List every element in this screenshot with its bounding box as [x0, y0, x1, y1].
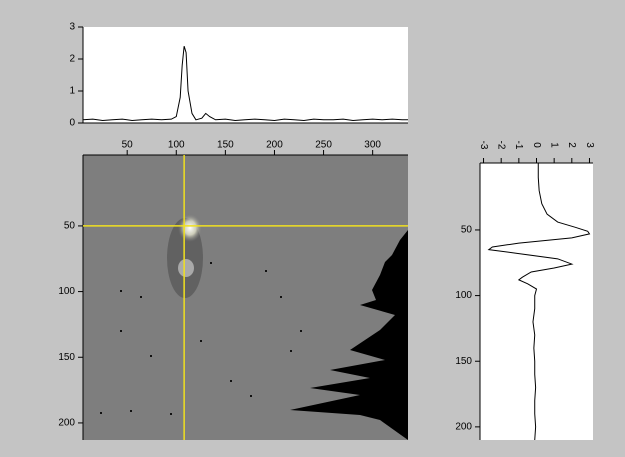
x-tick-label: 1 [549, 142, 560, 148]
y-tick-label: 1 [69, 86, 75, 97]
y-tick-label: 200 [58, 418, 75, 429]
y-tick-label: 50 [64, 221, 76, 232]
x-tick-label: 250 [315, 140, 332, 151]
x-tick-label: -3 [478, 141, 489, 150]
right-plot-area [480, 163, 593, 440]
profile-line [487, 163, 591, 441]
x-tick-label: -2 [496, 141, 507, 150]
y-tick-label: 100 [455, 290, 472, 301]
y-tick-label: 50 [461, 225, 473, 236]
y-tick-label: 150 [58, 352, 75, 363]
x-tick-label: 300 [364, 140, 381, 151]
profile-line [82, 46, 408, 121]
y-tick-label: 0 [69, 118, 75, 129]
y-tick-label: 150 [455, 356, 472, 367]
x-tick-label: 3 [584, 142, 595, 148]
x-tick-label: 200 [266, 140, 283, 151]
y-tick-label: 200 [455, 422, 472, 433]
top-plot-area [83, 27, 408, 123]
y-tick-label: 3 [69, 22, 75, 33]
x-tick-label: 150 [217, 140, 234, 151]
x-tick-label: 0 [531, 142, 542, 148]
y-tick-label: 100 [58, 286, 75, 297]
x-tick-label: 100 [168, 140, 185, 151]
x-tick-label: -1 [513, 141, 524, 150]
x-tick-label: 2 [566, 142, 577, 148]
x-tick-label: 50 [122, 140, 134, 151]
y-tick-label: 2 [69, 54, 75, 65]
